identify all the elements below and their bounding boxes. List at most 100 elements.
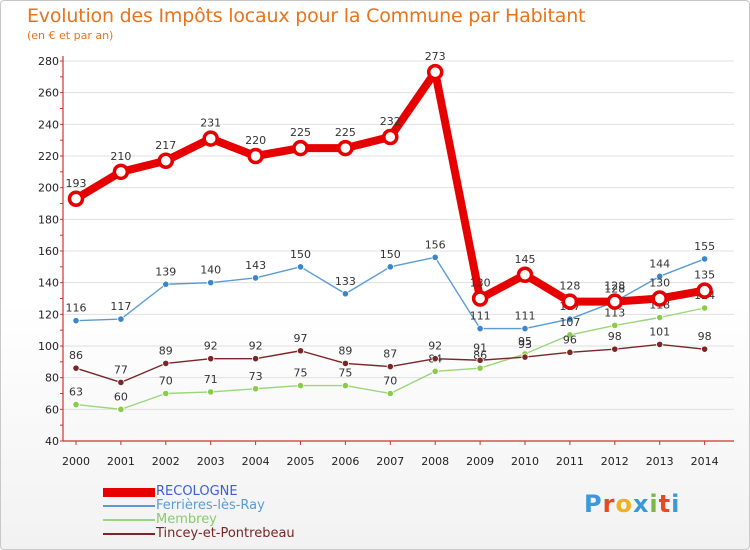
- proxiti-logo: Proxiti: [584, 490, 680, 518]
- legend-item: Membrey: [103, 513, 363, 527]
- series-point-1: [296, 263, 305, 271]
- series-point-1: [386, 263, 394, 271]
- data-label-2: 107: [559, 316, 580, 329]
- data-label-2: 60: [114, 390, 128, 403]
- legend-label: Membrey: [156, 512, 217, 527]
- data-label-2: 75: [294, 367, 308, 380]
- data-label-1: 156: [425, 238, 446, 251]
- legend-item: RECOLOGNE: [103, 485, 363, 499]
- data-label-1: 150: [380, 248, 401, 261]
- data-label-3: 92: [428, 340, 442, 353]
- series-point-3: [252, 355, 260, 363]
- data-label-1: 133: [335, 275, 356, 288]
- data-label-0: 273: [425, 50, 446, 63]
- series-point-1: [72, 317, 80, 325]
- data-label-1: 128: [604, 283, 625, 296]
- data-label-2: 73: [249, 370, 263, 383]
- y-tick-label: 200: [38, 182, 59, 195]
- series-point-1: [656, 272, 664, 280]
- series-point-2: [700, 304, 709, 312]
- series-point-3: [341, 359, 349, 368]
- data-label-3: 92: [249, 340, 263, 353]
- series-point-2: [162, 389, 170, 398]
- series-point-0: [651, 290, 668, 307]
- series-point-0: [471, 290, 489, 307]
- data-label-0: 217: [155, 139, 176, 152]
- data-label-3: 98: [698, 330, 712, 343]
- logo-letter: r: [602, 490, 616, 518]
- series-point-0: [112, 163, 130, 181]
- series-point-0: [561, 293, 579, 310]
- x-tick-label: 2004: [242, 455, 270, 468]
- logo-letter: i: [649, 490, 659, 518]
- data-label-0: 220: [245, 134, 266, 147]
- series-point-2: [207, 388, 215, 396]
- series-point-2: [656, 313, 664, 322]
- series-point-2: [386, 389, 394, 398]
- x-tick-label: 2009: [466, 455, 494, 468]
- x-tick-label: 2003: [197, 455, 225, 468]
- series-point-1: [117, 315, 125, 323]
- data-label-1: 139: [155, 265, 176, 278]
- logo-letter: o: [615, 490, 633, 518]
- x-tick-label: 2005: [287, 455, 315, 468]
- series-point-2: [431, 367, 439, 375]
- data-label-2: 95: [518, 335, 532, 348]
- series-point-0: [426, 63, 444, 81]
- x-tick-label: 2014: [691, 455, 719, 468]
- data-label-3: 93: [518, 338, 532, 351]
- x-tick-label: 2012: [601, 455, 629, 468]
- legend-swatch: [103, 533, 155, 535]
- data-label-0: 128: [559, 280, 580, 293]
- logo-letter: x: [632, 490, 650, 518]
- data-label-1: 117: [110, 300, 131, 313]
- series-point-2: [72, 400, 80, 409]
- series-point-3: [162, 359, 170, 368]
- series-point-2: [476, 364, 484, 372]
- y-tick-label: 160: [38, 245, 59, 258]
- data-label-1: 143: [245, 259, 266, 272]
- data-label-2: 75: [338, 367, 352, 380]
- data-label-1: 111: [470, 310, 491, 323]
- data-label-0: 232: [380, 115, 401, 128]
- legend-item: Tincey-et-Pontrebeau: [103, 527, 363, 541]
- y-tick-label: 140: [38, 277, 59, 290]
- series-point-0: [382, 128, 399, 146]
- legend-item: Ferrières-lès-Ray: [103, 499, 363, 513]
- data-label-0: 210: [110, 150, 131, 163]
- data-label-1: 116: [66, 302, 87, 315]
- x-tick-label: 2001: [107, 455, 135, 468]
- data-label-3: 96: [563, 333, 577, 346]
- series-point-3: [296, 347, 305, 355]
- series-point-1: [700, 255, 709, 263]
- series-point-1: [207, 279, 215, 287]
- series-point-0: [202, 130, 219, 147]
- data-label-2: 63: [69, 386, 83, 399]
- data-label-0: 130: [649, 277, 670, 290]
- line-chart: 40 60 80 100 120 140 160 180 200 220 240 260 280 2000…: [38, 50, 734, 468]
- series-point-0: [157, 152, 175, 169]
- logo-letter: P: [584, 490, 603, 518]
- series-point-3: [566, 348, 574, 356]
- data-label-1: 111: [515, 310, 536, 323]
- y-tick-label: 120: [38, 308, 59, 321]
- data-label-3: 86: [69, 349, 83, 362]
- data-label-0: 225: [290, 126, 311, 139]
- y-tick-label: 40: [45, 435, 59, 448]
- series-point-3: [611, 345, 619, 353]
- data-label-0: 193: [66, 177, 87, 190]
- series-point-1: [252, 274, 260, 282]
- x-tick-label: 2002: [152, 455, 180, 468]
- legend-swatch: [103, 505, 155, 507]
- data-label-1: 155: [694, 240, 715, 253]
- series-point-2: [252, 385, 260, 393]
- series-point-1: [162, 280, 170, 288]
- y-tick-label: 280: [38, 55, 59, 68]
- series-point-0: [67, 190, 85, 207]
- data-label-0: 145: [515, 253, 536, 266]
- data-label-3: 89: [159, 344, 173, 357]
- series-point-3: [72, 364, 80, 372]
- series-point-0: [292, 139, 309, 157]
- legend-swatch: [103, 519, 155, 521]
